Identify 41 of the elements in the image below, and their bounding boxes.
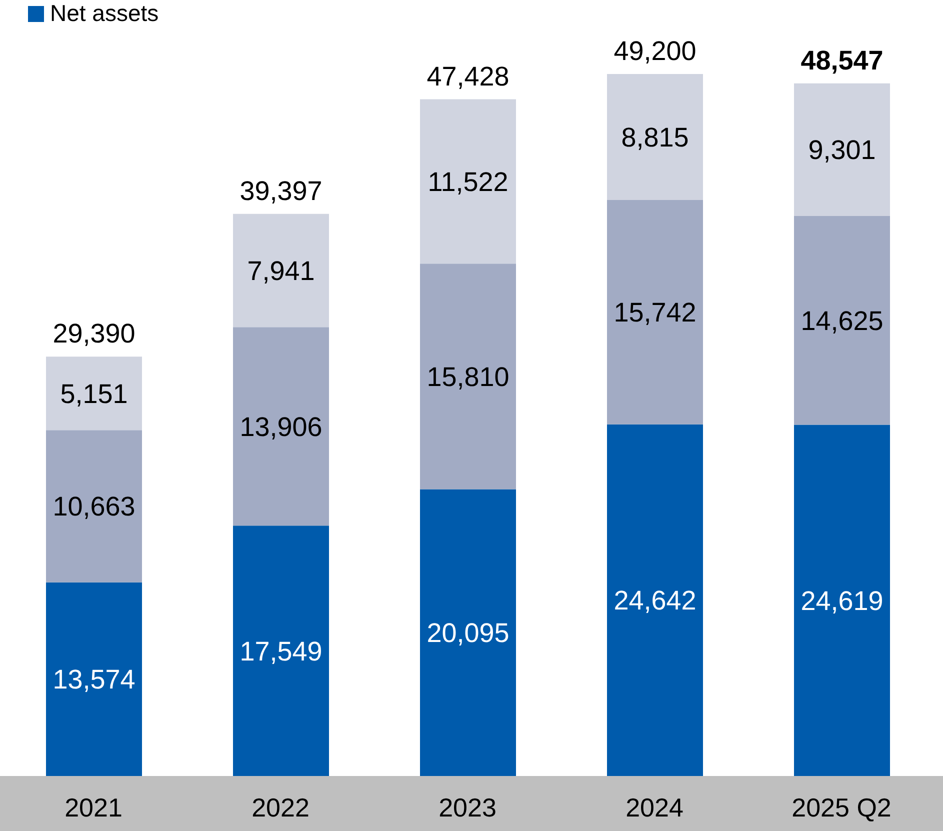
bar (420, 264, 516, 490)
data-label: 14,625 (800, 306, 884, 336)
bar (607, 200, 703, 424)
bar (46, 582, 142, 776)
data-label: 13,906 (240, 412, 322, 442)
x-tick-label: 2025 Q2 (792, 792, 892, 822)
bar (794, 216, 890, 425)
bar (233, 327, 329, 526)
total-label: 49,200 (614, 36, 696, 66)
data-label: 7,941 (247, 256, 315, 286)
data-label: 15,810 (426, 362, 510, 392)
total-label: 39,397 (240, 176, 322, 206)
total-label: 48,547 (800, 45, 884, 76)
bar (46, 356, 142, 430)
data-label: 13,574 (52, 664, 136, 695)
bar (420, 99, 516, 264)
data-label: 10,663 (52, 492, 136, 522)
bar (607, 424, 703, 776)
data-label: 5,151 (60, 378, 128, 409)
data-label: 24,642 (614, 586, 696, 616)
bar (420, 489, 516, 776)
data-label: 17,549 (240, 636, 322, 666)
data-label: 8,815 (621, 122, 689, 152)
bar (607, 74, 703, 200)
bar (233, 526, 329, 776)
x-tick-label: 2021 (64, 792, 122, 822)
total-label: 29,390 (52, 318, 136, 349)
x-tick-label: 2023 (438, 792, 496, 822)
bar (46, 430, 142, 582)
data-label: 24,619 (800, 586, 884, 616)
bar (233, 214, 329, 328)
bar (794, 83, 890, 216)
data-label: 11,522 (428, 166, 508, 197)
legend-label: Net assets (50, 0, 159, 27)
data-label: 15,742 (614, 298, 696, 328)
data-label: 20,095 (426, 618, 510, 648)
x-tick-label: 2024 (626, 792, 684, 822)
total-label: 47,428 (426, 61, 510, 92)
data-label: 9,301 (808, 135, 876, 166)
x-tick-label: 2022 (252, 792, 310, 822)
bar (794, 424, 890, 776)
